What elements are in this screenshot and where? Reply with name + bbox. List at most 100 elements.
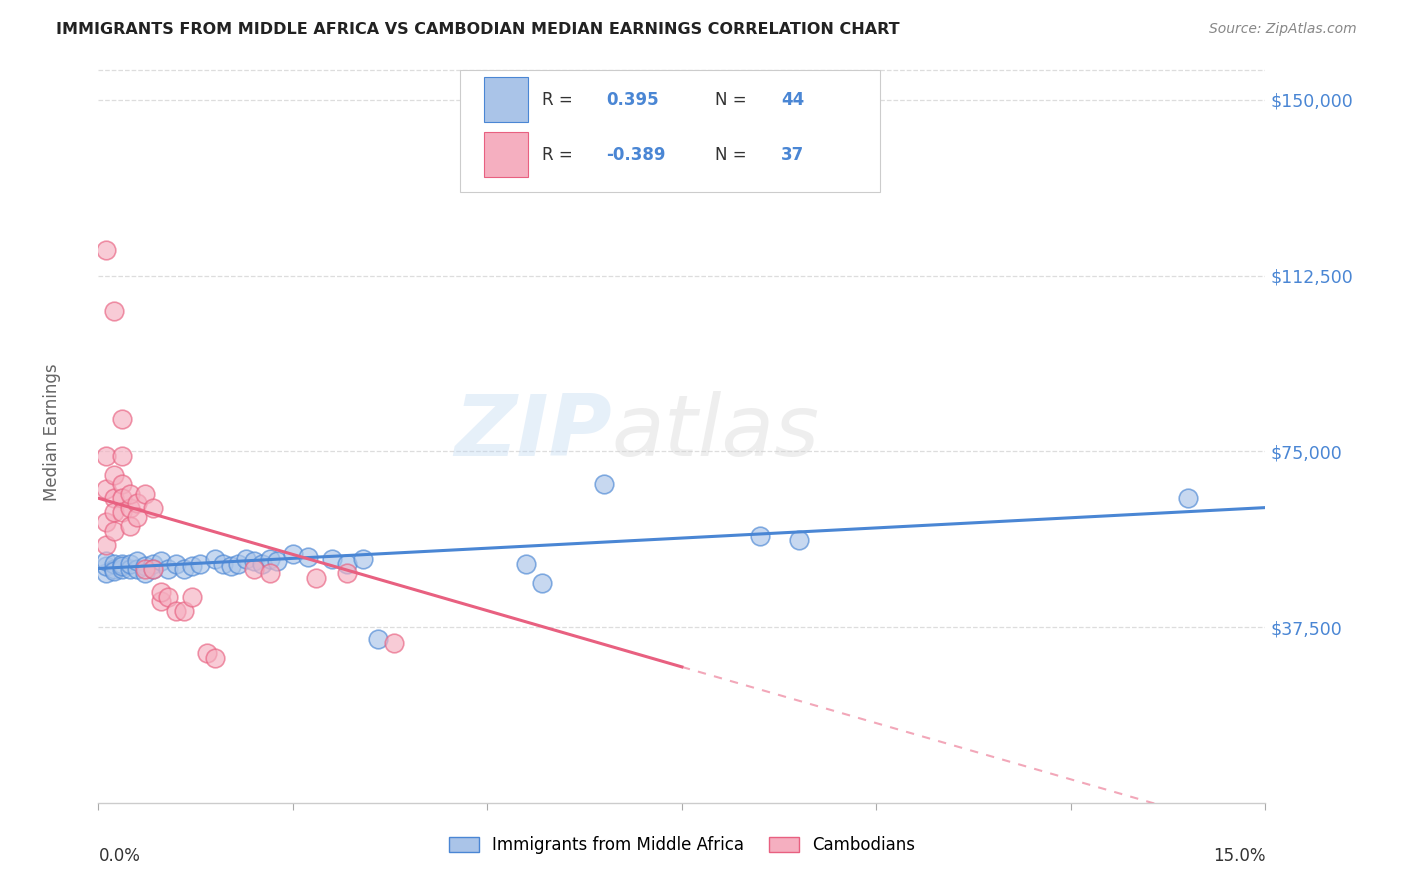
Point — [321, 552, 343, 566]
Point — [103, 557, 125, 571]
Point — [111, 505, 134, 519]
Point — [212, 557, 235, 571]
Point — [235, 552, 257, 566]
Point — [111, 491, 134, 506]
Text: atlas: atlas — [612, 391, 820, 475]
Point — [96, 482, 118, 496]
Point — [593, 477, 616, 491]
Text: 15.0%: 15.0% — [1213, 847, 1265, 865]
Point — [173, 604, 195, 618]
Point — [530, 575, 553, 590]
Point — [134, 559, 156, 574]
Point — [787, 533, 810, 548]
Point — [111, 559, 134, 574]
Point — [118, 519, 141, 533]
Point — [382, 636, 405, 650]
Text: -0.389: -0.389 — [606, 145, 665, 163]
Point — [305, 571, 328, 585]
FancyBboxPatch shape — [460, 70, 880, 192]
FancyBboxPatch shape — [484, 78, 527, 121]
Point — [103, 564, 125, 578]
Point — [142, 561, 165, 575]
Point — [228, 557, 250, 571]
Point — [219, 559, 242, 574]
Point — [149, 554, 172, 568]
Point — [111, 477, 134, 491]
Point — [173, 561, 195, 575]
Text: Source: ZipAtlas.com: Source: ZipAtlas.com — [1209, 22, 1357, 37]
Point — [1177, 491, 1199, 506]
Text: IMMIGRANTS FROM MIDDLE AFRICA VS CAMBODIAN MEDIAN EARNINGS CORRELATION CHART: IMMIGRANTS FROM MIDDLE AFRICA VS CAMBODI… — [56, 22, 900, 37]
Point — [96, 515, 118, 529]
Point — [103, 505, 125, 519]
Point — [149, 594, 172, 608]
Point — [96, 243, 118, 257]
Point — [103, 491, 125, 506]
Point — [96, 554, 118, 568]
Text: Median Earnings: Median Earnings — [42, 364, 60, 501]
Point — [96, 559, 118, 574]
Point — [103, 303, 125, 318]
Point — [336, 566, 359, 581]
Text: R =: R = — [541, 145, 578, 163]
FancyBboxPatch shape — [484, 132, 527, 177]
Text: 0.0%: 0.0% — [98, 847, 141, 865]
Text: 44: 44 — [782, 90, 804, 109]
Point — [134, 566, 156, 581]
Text: 37: 37 — [782, 145, 804, 163]
Point — [134, 486, 156, 500]
Point — [157, 561, 180, 575]
Text: N =: N = — [714, 90, 751, 109]
Text: 0.395: 0.395 — [606, 90, 658, 109]
Point — [142, 557, 165, 571]
Point — [259, 552, 281, 566]
Point — [180, 590, 202, 604]
Point — [157, 590, 180, 604]
Point — [336, 557, 359, 571]
Point — [118, 561, 141, 575]
Point — [127, 561, 149, 575]
Point — [111, 561, 134, 575]
Point — [281, 548, 304, 562]
Point — [142, 561, 165, 575]
Point — [748, 529, 770, 543]
Point — [118, 500, 141, 515]
Point — [103, 524, 125, 538]
Point — [266, 554, 288, 568]
Point — [188, 557, 211, 571]
Legend: Immigrants from Middle Africa, Cambodians: Immigrants from Middle Africa, Cambodian… — [441, 830, 922, 861]
Text: N =: N = — [714, 145, 751, 163]
Point — [127, 496, 149, 510]
Point — [118, 486, 141, 500]
Text: ZIP: ZIP — [454, 391, 612, 475]
Point — [180, 559, 202, 574]
Point — [127, 554, 149, 568]
Point — [96, 449, 118, 463]
Point — [195, 646, 218, 660]
Point — [515, 557, 537, 571]
Point — [111, 449, 134, 463]
Point — [96, 566, 118, 581]
Point — [165, 604, 187, 618]
Point — [243, 554, 266, 568]
Point — [142, 500, 165, 515]
Point — [118, 557, 141, 571]
Point — [204, 552, 226, 566]
Point — [250, 557, 273, 571]
Point — [259, 566, 281, 581]
Point — [103, 467, 125, 482]
Point — [243, 561, 266, 575]
Point — [111, 411, 134, 425]
Point — [165, 557, 187, 571]
Text: R =: R = — [541, 90, 578, 109]
Point — [134, 561, 156, 575]
Point — [103, 561, 125, 575]
Point — [149, 585, 172, 599]
Point — [111, 557, 134, 571]
Point — [96, 538, 118, 552]
Point — [297, 549, 319, 564]
Point — [352, 552, 374, 566]
Point — [127, 510, 149, 524]
Point — [204, 650, 226, 665]
Point — [367, 632, 389, 646]
